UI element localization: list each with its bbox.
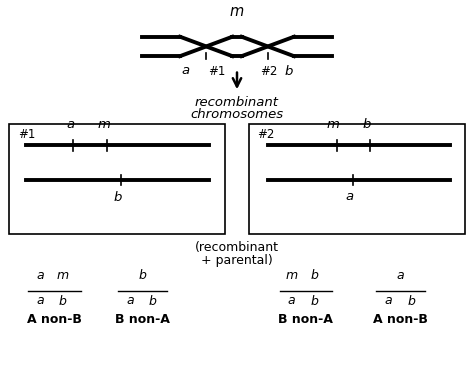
Text: B non-A: B non-A: [115, 313, 170, 326]
Text: $m$: $m$: [56, 269, 70, 282]
Text: A non-B: A non-B: [373, 313, 428, 326]
Text: $m$: $m$: [326, 118, 340, 131]
Text: $b$: $b$: [407, 294, 416, 308]
Text: $a$: $a$: [384, 294, 393, 307]
Text: $m$: $m$: [285, 269, 298, 282]
Text: $b$: $b$: [310, 268, 319, 282]
Text: $b$: $b$: [58, 294, 68, 308]
Text: $b$: $b$: [284, 64, 294, 78]
Text: $a$: $a$: [287, 294, 296, 307]
Text: $a$: $a$: [65, 118, 75, 131]
Text: + parental): + parental): [201, 253, 273, 267]
Text: $b$: $b$: [113, 190, 122, 204]
Text: $a$: $a$: [126, 294, 135, 307]
Text: $b$: $b$: [148, 294, 158, 308]
Text: B non-A: B non-A: [278, 313, 333, 326]
Text: (recombinant: (recombinant: [195, 241, 279, 254]
Text: $b$: $b$: [362, 117, 371, 131]
Text: chromosomes: chromosomes: [191, 108, 283, 121]
Text: $a$: $a$: [396, 269, 405, 282]
Bar: [9, 124, 225, 234]
Text: $b$: $b$: [310, 294, 319, 308]
Text: $b$: $b$: [137, 268, 147, 282]
Text: recombinant: recombinant: [195, 96, 279, 109]
Text: A non-B: A non-B: [27, 313, 82, 326]
Text: #2: #2: [260, 65, 277, 78]
Text: $a$: $a$: [181, 64, 191, 77]
Text: #1: #1: [208, 65, 225, 78]
Bar: [249, 124, 465, 234]
Text: $a$: $a$: [345, 190, 355, 203]
Text: $a$: $a$: [36, 294, 45, 307]
Text: #1: #1: [18, 128, 36, 142]
Text: $m$: $m$: [97, 118, 111, 131]
Text: $a$: $a$: [36, 269, 45, 282]
Text: #2: #2: [257, 128, 274, 142]
Text: $m$: $m$: [229, 3, 245, 19]
